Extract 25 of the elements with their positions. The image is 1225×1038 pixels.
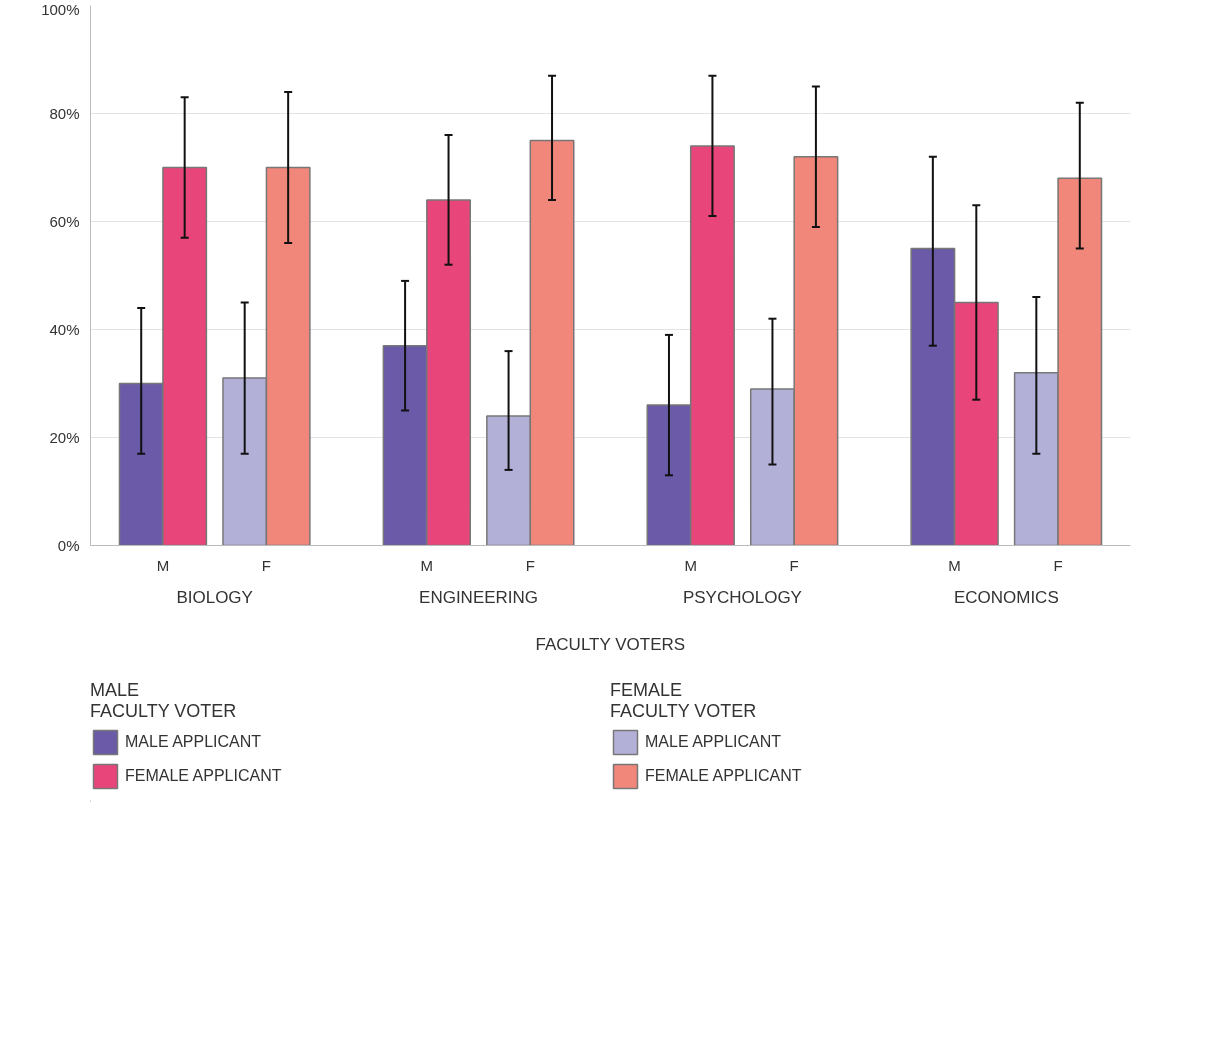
x-tick-label: M — [684, 556, 697, 574]
legend-label: MALE APPLICANT — [125, 733, 262, 751]
x-axis-title: FACULTY VOTERS — [535, 634, 686, 654]
y-tick-label: 100% — [41, 0, 80, 18]
text: ENGINEERING — [419, 587, 539, 607]
text: BIOLOGY — [176, 587, 253, 607]
x-tick-label: F — [789, 556, 799, 574]
text: ECONOMICS — [953, 587, 1059, 607]
x-tick-label: F — [261, 556, 272, 574]
y-tick-label: 80% — [49, 105, 80, 122]
x-tick-label: F — [1053, 556, 1063, 574]
y-tick-label: 0% — [57, 537, 80, 554]
x-tick-label: M — [156, 556, 170, 574]
legend-label: FEMALE APPLICANT — [645, 767, 802, 785]
x-tick-label: M — [948, 556, 961, 574]
y-tick-label: 60% — [49, 213, 80, 230]
y-tick-label: 40% — [49, 321, 80, 338]
x-tick-label: F — [525, 556, 535, 574]
legend-label: MALE APPLICANT — [645, 733, 782, 751]
x-tick-label: M — [420, 556, 434, 574]
text: MALE FACULTY VOTER — [90, 680, 238, 722]
y-tick-label: 20% — [49, 429, 80, 446]
text: PSYCHOLOGY — [682, 587, 802, 607]
text: FEMALE FACULTY VOTER — [610, 680, 758, 722]
legend-label: FEMALE APPLICANT — [125, 767, 282, 785]
